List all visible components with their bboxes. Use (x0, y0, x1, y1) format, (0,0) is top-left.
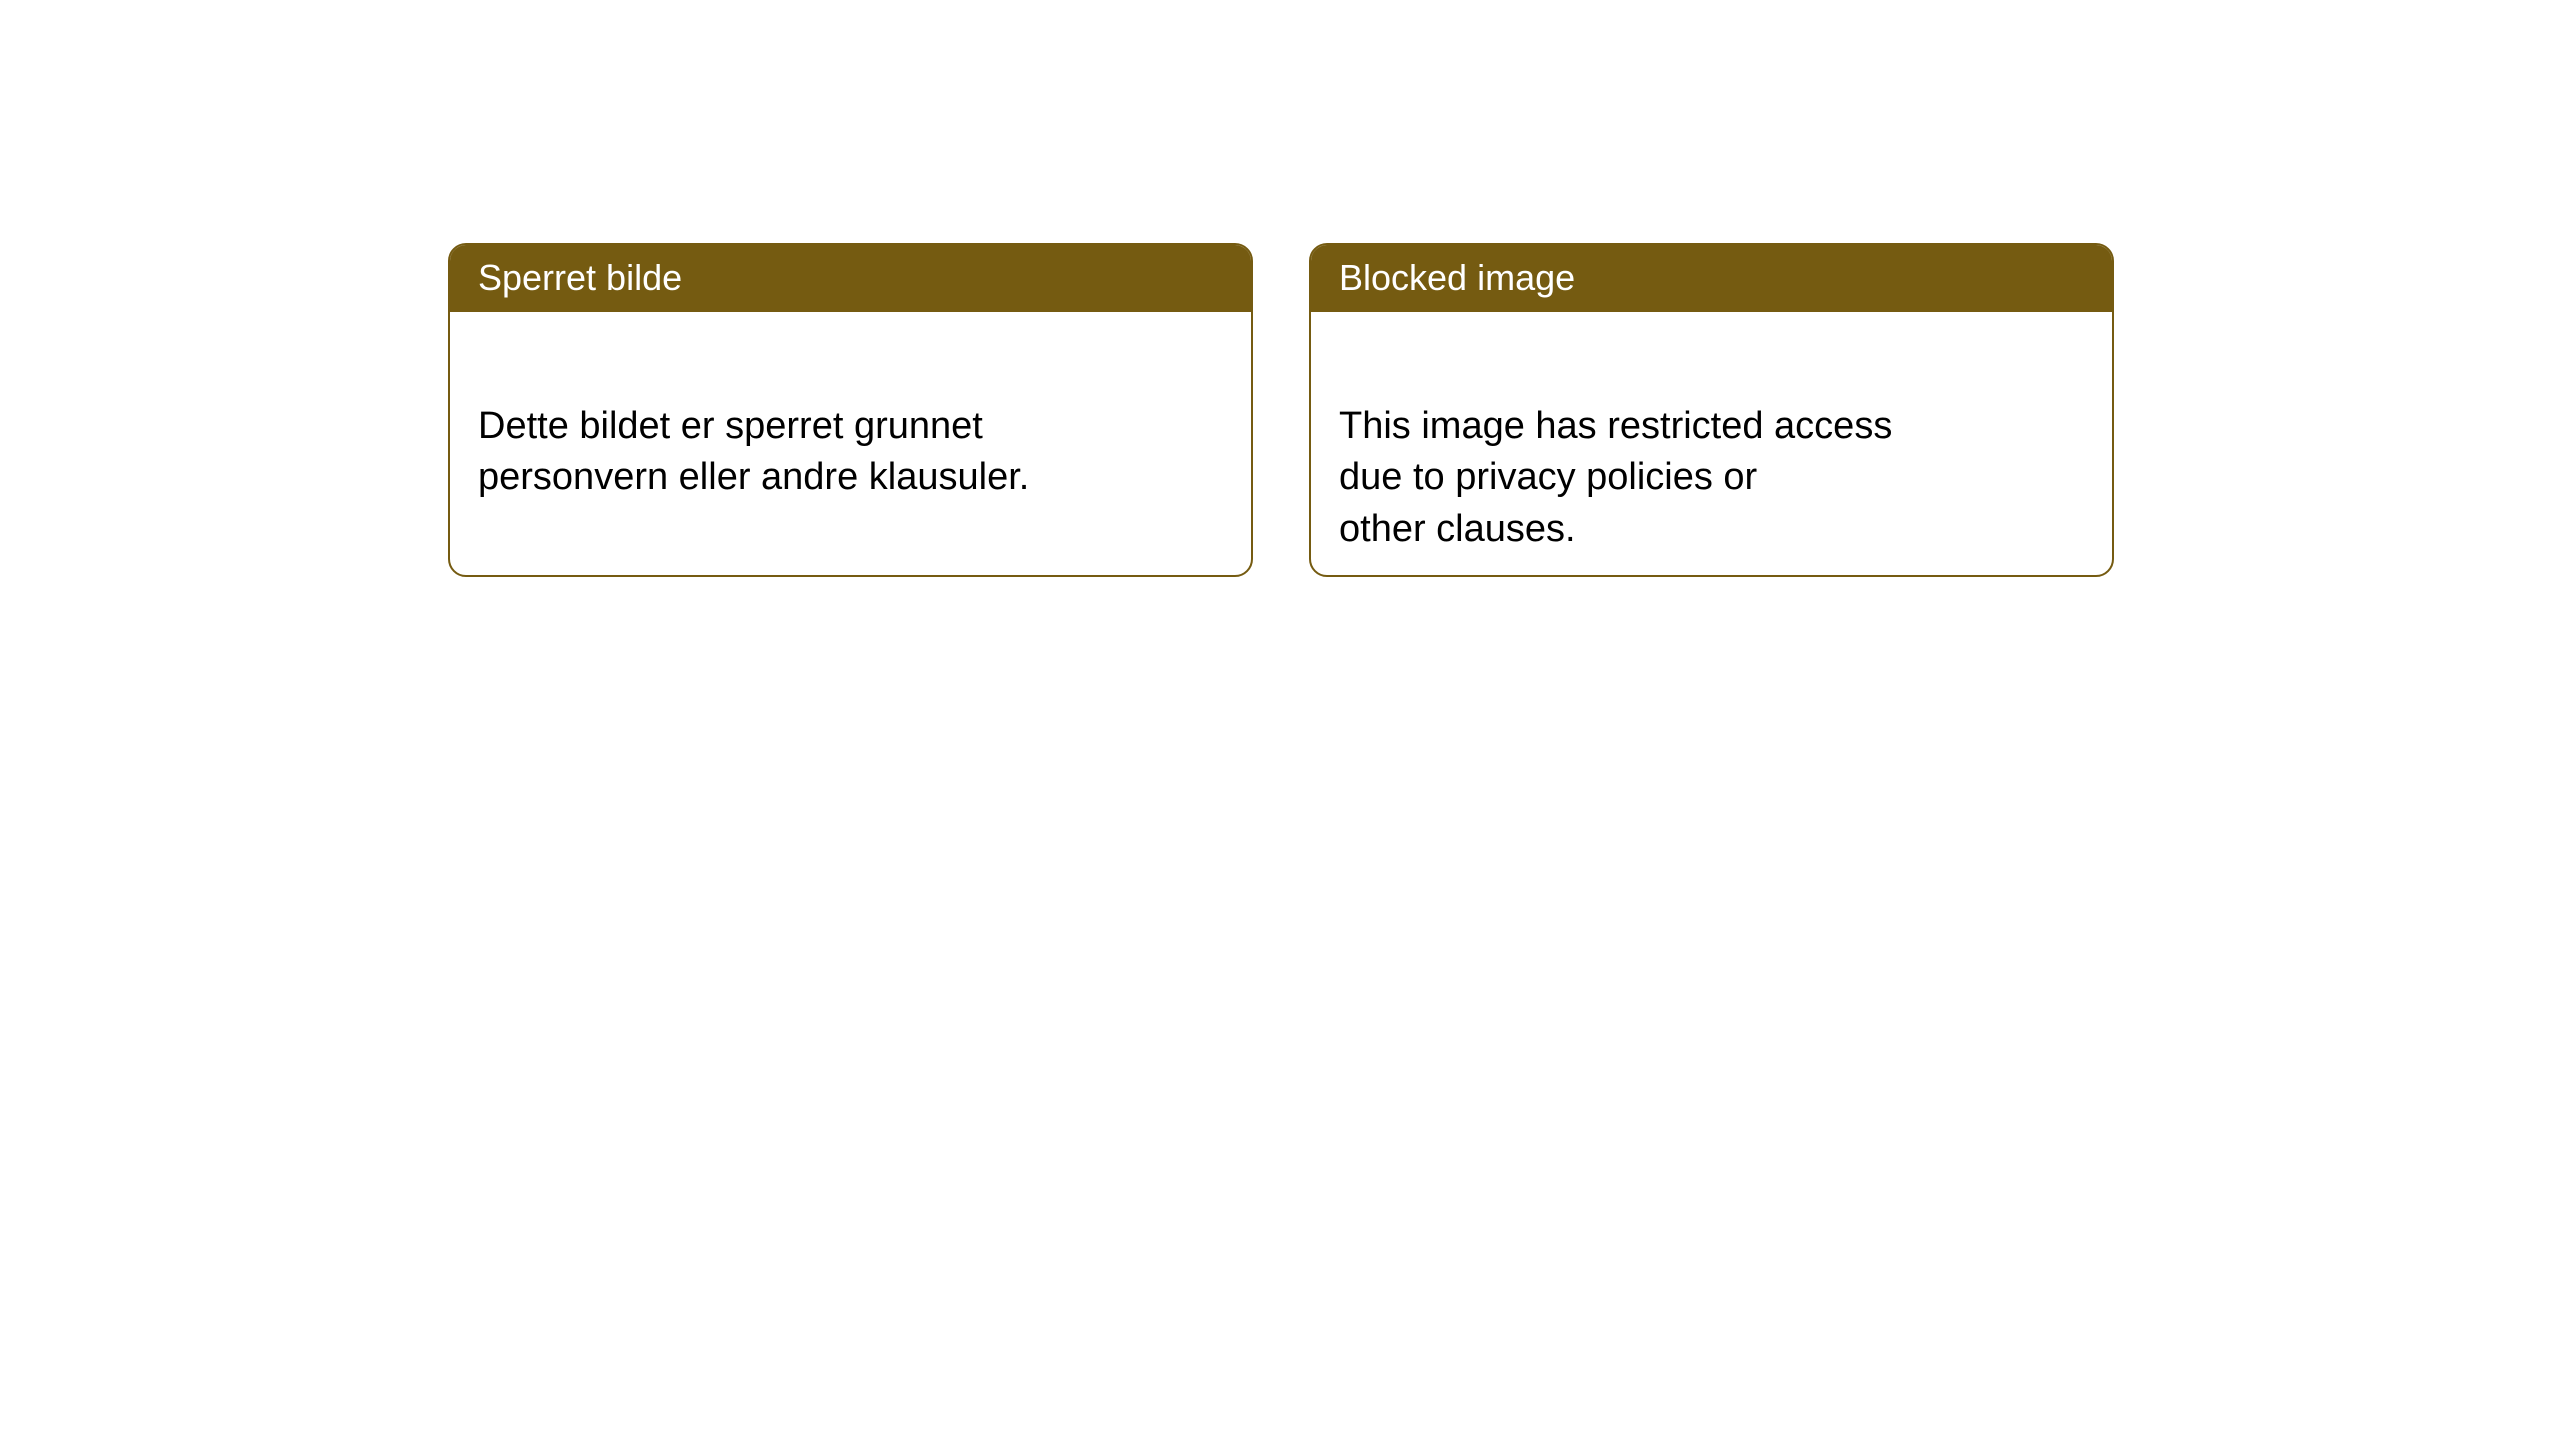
notice-body-norwegian: Dette bildet er sperret grunnet personve… (450, 312, 1251, 542)
notice-title-norwegian: Sperret bilde (478, 257, 682, 298)
notice-text-norwegian: Dette bildet er sperret grunnet personve… (478, 405, 1029, 498)
notice-container: Sperret bilde Dette bildet er sperret gr… (0, 0, 2560, 577)
notice-card-norwegian: Sperret bilde Dette bildet er sperret gr… (448, 243, 1253, 577)
notice-title-english: Blocked image (1339, 257, 1575, 298)
notice-header-norwegian: Sperret bilde (450, 245, 1251, 312)
notice-header-english: Blocked image (1311, 245, 2112, 312)
notice-card-english: Blocked image This image has restricted … (1309, 243, 2114, 577)
notice-body-english: This image has restricted access due to … (1311, 312, 2112, 577)
notice-text-english: This image has restricted access due to … (1339, 405, 1892, 550)
